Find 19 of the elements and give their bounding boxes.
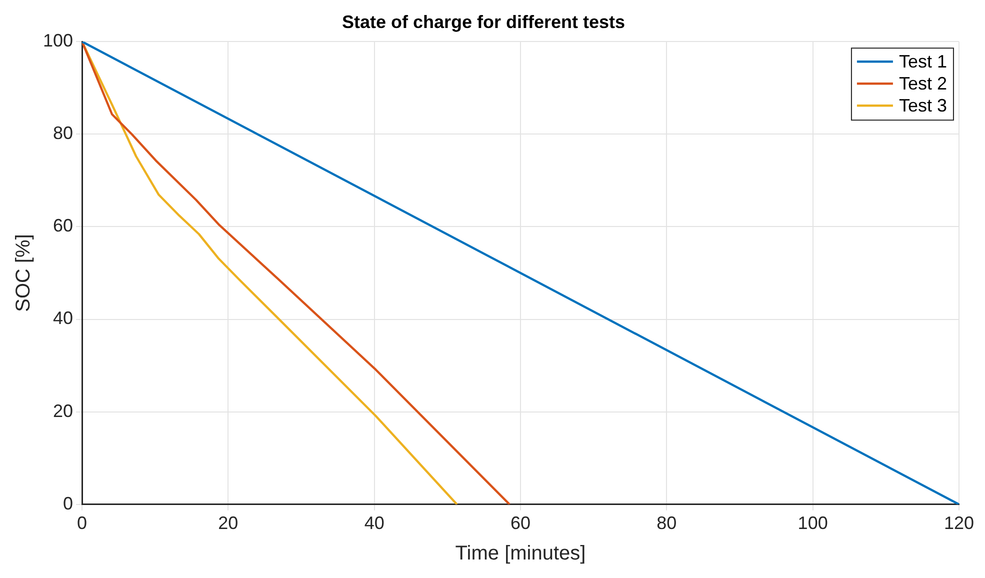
legend-label: Test 2 [898, 74, 947, 94]
legend-label: Test 1 [898, 52, 947, 72]
chart-title: State of charge for different tests [342, 12, 626, 32]
y-tick-label: 80 [53, 123, 74, 144]
legend-label: Test 3 [898, 96, 947, 116]
x-axis-title: Time [minutes] [455, 542, 586, 565]
x-tick-label: 120 [944, 513, 974, 534]
y-axis-title: SOC [%] [12, 234, 35, 312]
y-tick-label: 100 [42, 30, 74, 51]
x-tick-label: 0 [77, 513, 88, 534]
y-tick-label: 20 [53, 400, 74, 421]
y-tick-label: 60 [53, 216, 74, 236]
y-tick-label: 40 [53, 308, 74, 328]
y-tick-label: 0 [63, 493, 74, 514]
x-tick-label: 100 [798, 513, 828, 534]
x-tick-label: 60 [510, 513, 531, 534]
x-tick-label: 20 [218, 513, 238, 534]
x-tick-label: 40 [364, 513, 384, 534]
x-tick-label: 80 [656, 513, 677, 534]
